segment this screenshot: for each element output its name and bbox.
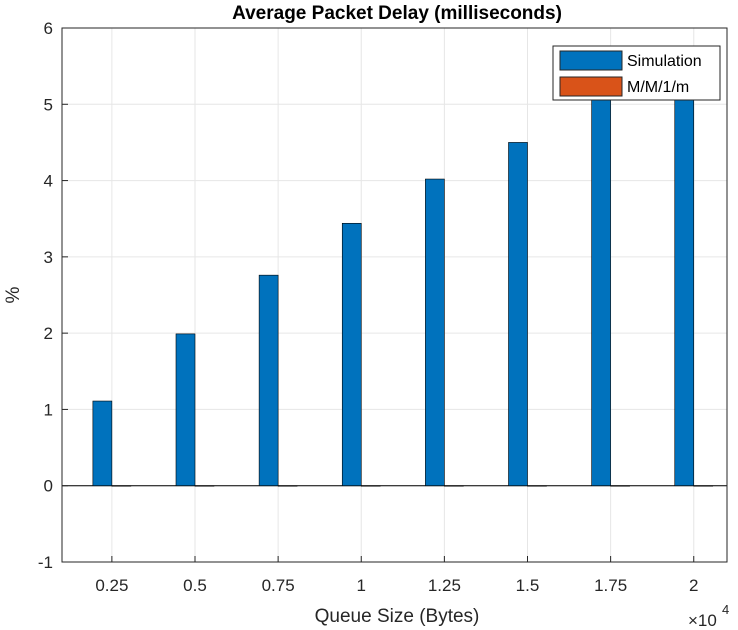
x-tick-label: 1.75 — [594, 576, 627, 595]
x-tick-label: 0.5 — [183, 576, 207, 595]
legend-swatch-simulation — [559, 50, 623, 71]
chart-title: Average Packet Delay (milliseconds) — [232, 3, 562, 24]
y-tick-label: 1 — [44, 400, 53, 419]
y-tick-label: -1 — [38, 553, 53, 572]
bar-simulation-1.5 — [508, 142, 528, 487]
y-tick-labels: -1 0 1 2 3 4 5 6 — [38, 19, 68, 572]
legend-label-simulation: Simulation — [627, 53, 702, 70]
plot-area — [62, 28, 727, 562]
x-axis-label: Queue Size (Bytes) — [315, 606, 480, 627]
bar-mm1m-0.75 — [277, 485, 298, 487]
x-tick-label: 2 — [689, 576, 698, 595]
y-tick-label: 3 — [44, 248, 53, 267]
y-tick-label: 0 — [44, 477, 53, 496]
bar-mm1m-1.75 — [610, 485, 630, 487]
y-tick-label: 4 — [44, 172, 53, 191]
y-tick-label: 2 — [44, 324, 53, 343]
y-tick-label: 6 — [44, 19, 53, 38]
x-tick-label: 1.5 — [516, 576, 540, 595]
bar-simulation-1 — [341, 222, 362, 487]
x-exponent-label: ×10 4 — [688, 602, 729, 630]
bar-simulation-1.25 — [425, 178, 445, 487]
bar-mm1m-1.25 — [444, 485, 464, 487]
bar-mm1m-0.5 — [194, 485, 215, 487]
x-tick-label: 0.75 — [262, 576, 295, 595]
y-tick-label: 5 — [44, 95, 53, 114]
x-tick-label: 0.25 — [95, 576, 128, 595]
x-tick-label: 1 — [357, 576, 366, 595]
plot-frame — [61, 27, 728, 563]
bars — [92, 96, 714, 487]
bar-simulation-1.75 — [591, 96, 611, 487]
x-tick-labels: 0.25 0.5 0.75 1 1.25 1.5 1.75 2 — [95, 556, 698, 595]
legend-swatch-mm1m — [559, 76, 623, 97]
bar-simulation-2 — [674, 96, 695, 487]
legend: Simulation M/M/1/m — [552, 45, 721, 101]
bar-mm1m-2 — [693, 485, 714, 487]
bar-simulation-0.75 — [258, 274, 279, 487]
x-exponent-power: 4 — [722, 602, 729, 617]
y-axis-label: % — [3, 286, 24, 303]
bar-simulation-0.5 — [175, 333, 196, 487]
x-tick-label: 1.25 — [428, 576, 461, 595]
bar-mm1m-0.25 — [111, 485, 132, 487]
legend-label-mm1m: M/M/1/m — [627, 79, 689, 96]
x-exponent-base: ×10 — [688, 611, 717, 630]
bar-mm1m-1 — [360, 485, 381, 487]
bar-mm1m-1.5 — [527, 485, 547, 487]
bar-simulation-0.25 — [92, 400, 113, 487]
